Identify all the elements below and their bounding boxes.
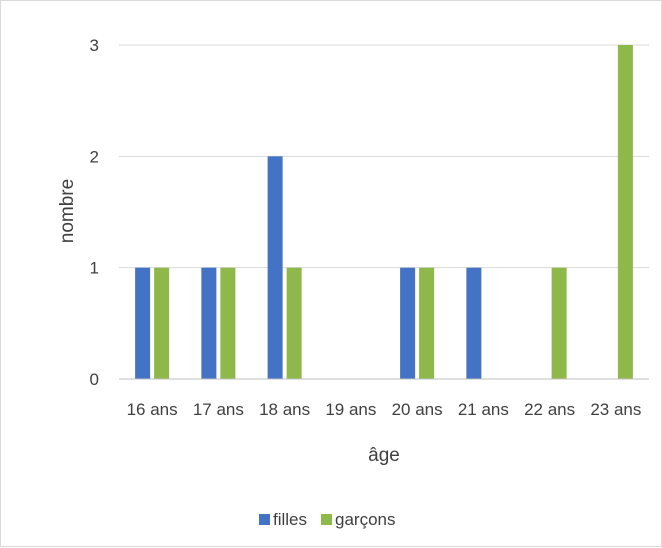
x-tick-label: 18 ans bbox=[259, 400, 310, 419]
bar-filles-17-ans bbox=[201, 267, 217, 379]
bar-filles-18-ans bbox=[267, 156, 283, 379]
bar-garçons-16-ans bbox=[154, 267, 170, 379]
bar-garçons-23-ans bbox=[617, 45, 633, 379]
bar-filles-20-ans bbox=[400, 267, 416, 379]
x-tick-label: 16 ans bbox=[127, 400, 178, 419]
x-axis-title: âge bbox=[368, 445, 400, 466]
x-tick-label: 19 ans bbox=[325, 400, 376, 419]
legend-swatch-filles bbox=[259, 514, 270, 525]
x-tick-label: 23 ans bbox=[590, 400, 641, 419]
legend-swatch-garçons bbox=[321, 514, 333, 525]
bars bbox=[135, 45, 633, 379]
legend-label: garçons bbox=[335, 510, 395, 529]
legend-label: filles bbox=[273, 510, 307, 529]
bar-garçons-22-ans bbox=[551, 267, 567, 379]
y-tick-label: 3 bbox=[90, 36, 99, 55]
bar-garçons-18-ans bbox=[286, 267, 302, 379]
bar-garçons-17-ans bbox=[220, 267, 236, 379]
bar-garçons-20-ans bbox=[419, 267, 435, 379]
x-tick-label: 21 ans bbox=[458, 400, 509, 419]
x-tick-label: 22 ans bbox=[524, 400, 575, 419]
gridlines bbox=[119, 44, 649, 269]
legend: filles garçons bbox=[259, 510, 396, 529]
x-tick-label: 17 ans bbox=[193, 400, 244, 419]
x-tick-label: 20 ans bbox=[392, 400, 443, 419]
y-tick-label: 1 bbox=[90, 259, 99, 278]
y-axis-title: nombre bbox=[57, 179, 78, 243]
axes: 0 1 2 3 16 ans 17 ans 18 ans 19 ans 20 ans 21 ans… bbox=[57, 36, 649, 466]
bar-filles-21-ans bbox=[466, 267, 482, 379]
bar-filles-16-ans bbox=[135, 267, 151, 379]
y-tick-label: 2 bbox=[90, 147, 99, 166]
y-tick-label: 0 bbox=[90, 370, 99, 389]
